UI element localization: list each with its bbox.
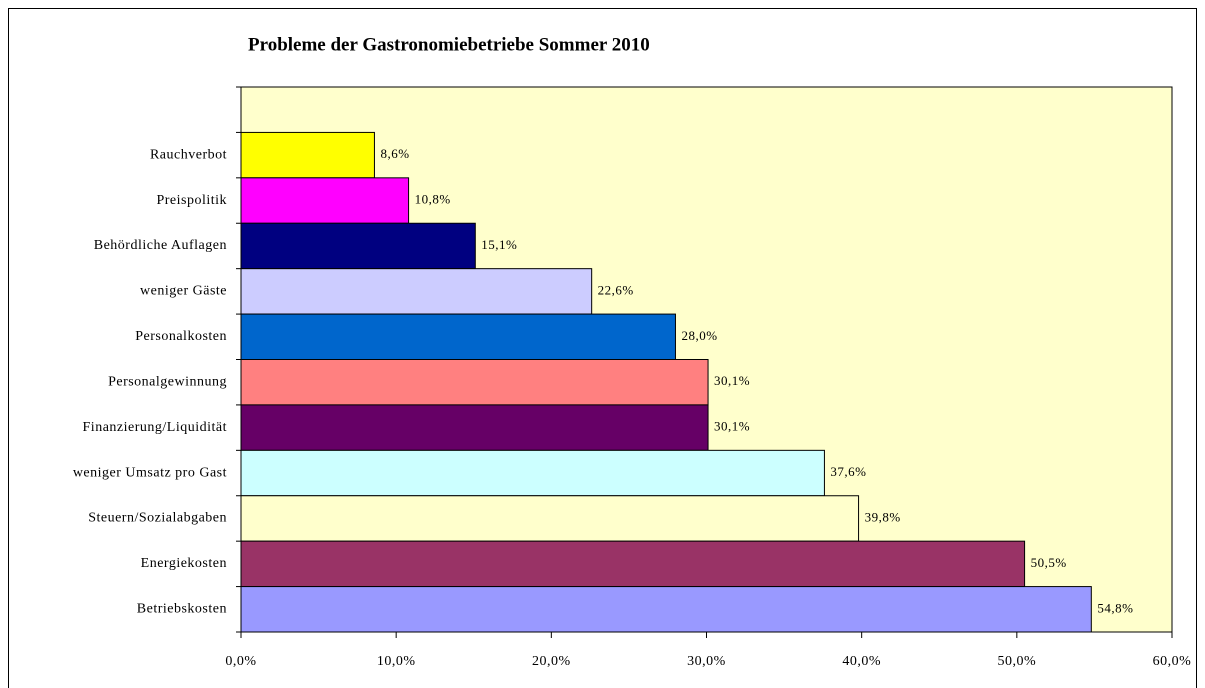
value-label: 22,6% [598, 282, 634, 297]
y-tick-label: weniger Gäste [140, 284, 227, 299]
bar [240, 177, 410, 224]
value-label: 8,6% [380, 146, 409, 161]
value-label: 50,5% [1031, 555, 1067, 570]
bar [240, 586, 1092, 633]
value-label: 37,6% [830, 464, 866, 479]
x-tick-label: 10,0% [377, 654, 416, 669]
x-tick-label: 40,0% [842, 654, 881, 669]
y-tick-label: Behördliche Auflagen [94, 238, 227, 253]
value-label: 39,8% [865, 509, 901, 524]
bar [240, 131, 375, 179]
value-label: 54,8% [1097, 600, 1133, 615]
x-tick-label: 60,0% [1153, 654, 1192, 669]
value-label: 30,1% [714, 419, 750, 434]
y-tick-label: Finanzierung/Liquidität [83, 420, 227, 435]
bar [240, 540, 1026, 588]
value-label: 28,0% [681, 328, 717, 343]
x-tick-label: 0,0% [225, 654, 256, 669]
value-label: 15,1% [481, 237, 517, 252]
y-tick-label: Steuern/Sozialabgaben [88, 511, 227, 526]
y-tick-label: Energiekosten [141, 556, 227, 571]
bar [240, 268, 593, 315]
y-tick-label: Betriebskosten [137, 602, 227, 617]
bar [240, 359, 709, 406]
value-label: 10,8% [415, 192, 451, 207]
chart-title: Probleme der Gastronomiebetriebe Sommer … [248, 34, 650, 55]
y-tick-label: Preispolitik [156, 193, 227, 208]
x-tick-label: 20,0% [532, 654, 571, 669]
bar [240, 404, 709, 451]
x-tick-label: 30,0% [687, 654, 726, 669]
y-tick-label: Personalgewinnung [108, 374, 227, 389]
y-tick-label: Rauchverbot [150, 147, 227, 162]
bar [240, 449, 825, 497]
bar [240, 313, 676, 361]
bar [240, 495, 860, 542]
y-tick-label: weniger Umsatz pro Gast [73, 465, 227, 480]
x-tick-label: 50,0% [997, 654, 1036, 669]
y-tick-label: Personalkosten [135, 329, 227, 344]
value-label: 30,1% [714, 373, 750, 388]
bar [240, 222, 476, 270]
